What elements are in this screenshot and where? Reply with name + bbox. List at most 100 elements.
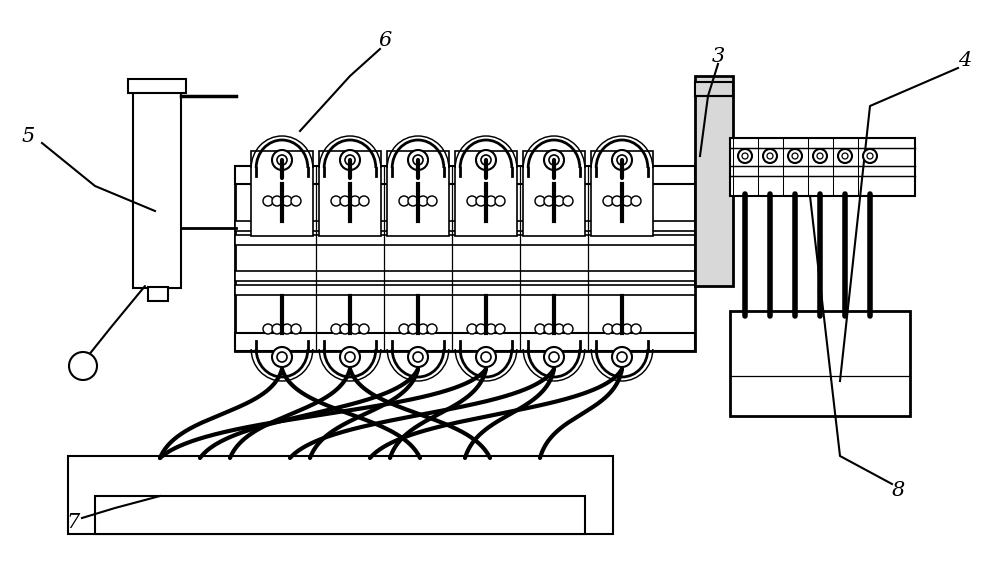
- Circle shape: [408, 347, 428, 367]
- Circle shape: [476, 150, 496, 170]
- Circle shape: [554, 196, 564, 206]
- Circle shape: [603, 324, 613, 334]
- Bar: [455, 151, 517, 236]
- Circle shape: [788, 149, 802, 163]
- Circle shape: [418, 196, 428, 206]
- Circle shape: [340, 347, 360, 367]
- Bar: [695, 76, 733, 286]
- Circle shape: [413, 155, 423, 165]
- Circle shape: [399, 196, 409, 206]
- Bar: [148, 287, 168, 301]
- Circle shape: [481, 352, 491, 362]
- Circle shape: [563, 324, 573, 334]
- Text: 6: 6: [378, 32, 392, 50]
- Circle shape: [345, 155, 355, 165]
- Circle shape: [331, 196, 341, 206]
- Bar: [235, 271, 695, 281]
- Bar: [235, 166, 695, 184]
- Bar: [523, 151, 585, 236]
- Bar: [235, 333, 695, 351]
- Circle shape: [476, 196, 486, 206]
- Circle shape: [345, 352, 355, 362]
- Circle shape: [612, 196, 622, 206]
- Bar: [387, 151, 449, 236]
- Circle shape: [272, 196, 282, 206]
- Circle shape: [481, 155, 491, 165]
- Circle shape: [867, 153, 873, 159]
- Circle shape: [408, 196, 418, 206]
- Circle shape: [408, 150, 428, 170]
- Bar: [319, 151, 381, 236]
- Circle shape: [554, 324, 564, 334]
- Circle shape: [617, 352, 627, 362]
- Circle shape: [263, 196, 273, 206]
- Circle shape: [763, 149, 777, 163]
- Circle shape: [359, 196, 369, 206]
- Bar: [95, 496, 585, 534]
- Text: 8: 8: [891, 482, 905, 500]
- Circle shape: [272, 347, 292, 367]
- Bar: [235, 285, 695, 295]
- Bar: [591, 151, 653, 236]
- Circle shape: [408, 324, 418, 334]
- Circle shape: [544, 324, 554, 334]
- Circle shape: [622, 324, 632, 334]
- Circle shape: [359, 324, 369, 334]
- Circle shape: [350, 196, 360, 206]
- Circle shape: [838, 149, 852, 163]
- Circle shape: [427, 196, 437, 206]
- Circle shape: [612, 347, 632, 367]
- Circle shape: [738, 149, 752, 163]
- Bar: [251, 151, 313, 236]
- Circle shape: [612, 150, 632, 170]
- Circle shape: [291, 324, 301, 334]
- Bar: [695, 82, 733, 96]
- Circle shape: [331, 324, 341, 334]
- Bar: [128, 79, 186, 93]
- Circle shape: [742, 153, 748, 159]
- Circle shape: [486, 196, 496, 206]
- Circle shape: [631, 324, 641, 334]
- Circle shape: [549, 352, 559, 362]
- Circle shape: [277, 155, 287, 165]
- Circle shape: [563, 196, 573, 206]
- Circle shape: [495, 324, 505, 334]
- Circle shape: [427, 324, 437, 334]
- Circle shape: [535, 324, 545, 334]
- Circle shape: [544, 196, 554, 206]
- Circle shape: [350, 324, 360, 334]
- Circle shape: [622, 196, 632, 206]
- Circle shape: [863, 149, 877, 163]
- Text: 7: 7: [66, 513, 80, 533]
- Circle shape: [476, 347, 496, 367]
- Circle shape: [544, 150, 564, 170]
- Circle shape: [813, 149, 827, 163]
- Circle shape: [69, 352, 97, 380]
- Circle shape: [277, 352, 287, 362]
- Circle shape: [418, 324, 428, 334]
- Circle shape: [842, 153, 848, 159]
- Circle shape: [476, 324, 486, 334]
- Circle shape: [282, 324, 292, 334]
- Circle shape: [617, 155, 627, 165]
- Circle shape: [549, 155, 559, 165]
- Circle shape: [544, 347, 564, 367]
- Circle shape: [612, 324, 622, 334]
- Circle shape: [399, 324, 409, 334]
- Circle shape: [535, 196, 545, 206]
- Circle shape: [272, 150, 292, 170]
- Bar: [730, 138, 915, 196]
- Circle shape: [340, 324, 350, 334]
- Circle shape: [467, 324, 477, 334]
- Circle shape: [767, 153, 773, 159]
- Bar: [235, 166, 695, 351]
- Bar: [730, 311, 910, 416]
- Circle shape: [272, 324, 282, 334]
- Circle shape: [263, 324, 273, 334]
- Circle shape: [282, 196, 292, 206]
- Circle shape: [413, 352, 423, 362]
- Bar: [235, 235, 695, 245]
- Bar: [235, 221, 695, 231]
- Circle shape: [340, 196, 350, 206]
- Circle shape: [817, 153, 823, 159]
